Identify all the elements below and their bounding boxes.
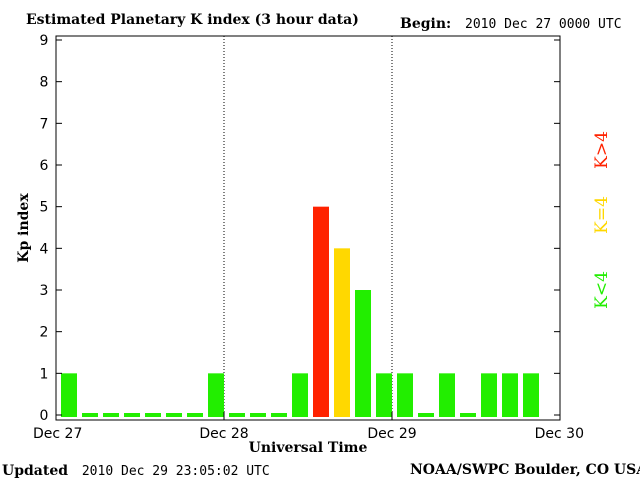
kp-bar-12: [313, 206, 329, 417]
bars-group: [61, 206, 539, 417]
kp-bar-19: [460, 413, 476, 417]
y-tick-label-1: 1: [40, 366, 49, 382]
kp-bar-14: [355, 290, 371, 417]
y-axis-label: Kp index: [16, 193, 32, 263]
kp-bar-20: [481, 373, 497, 417]
kp-bar-6: [187, 413, 203, 417]
y-tick-label-2: 2: [40, 325, 49, 341]
day-separators: [223, 36, 393, 420]
kp-bar-7: [208, 373, 224, 417]
svg-text:Updated 2010 Dec 29 23:05:: Updated 2010 Dec 29 23:05:02 UTC: [2, 463, 270, 479]
kp-bar-21: [502, 373, 518, 417]
y-tick-label-6: 6: [40, 158, 49, 174]
kp-bar-18: [439, 373, 455, 417]
kp-bar-17: [418, 413, 434, 417]
begin-label: Begin:: [400, 16, 451, 32]
kp-bar-11: [292, 373, 308, 417]
x-tick-label-0: Dec 27: [33, 426, 82, 442]
kp-bar-15: [376, 373, 392, 417]
kp-bar-4: [145, 413, 161, 417]
chart-title: Estimated Planetary K index (3 hour data…: [26, 12, 359, 28]
y-tick-label-8: 8: [40, 75, 49, 91]
x-axis-ticks: Dec 27 Dec 28 Dec 29 Dec 30: [33, 412, 584, 442]
kp-bar-10: [271, 413, 287, 417]
kp-bar-2: [103, 413, 119, 417]
x-tick-label-2: Dec 29: [367, 426, 416, 442]
kp-bar-0: [61, 373, 77, 417]
kp-bar-5: [166, 413, 182, 417]
x-axis-label: Universal Time: [249, 440, 368, 456]
kp-bar-16: [397, 373, 413, 417]
kp-bar-3: [124, 413, 140, 417]
y-tick-label-3: 3: [40, 283, 49, 299]
legend-high: K>4: [592, 131, 612, 169]
kp-bar-13: [334, 248, 350, 417]
plot-frame: [55, 35, 561, 421]
legend-mid: K=4: [592, 196, 612, 234]
updated-value: 2010 Dec 29 23:05:02 UTC: [82, 464, 270, 479]
kp-bar-22: [523, 373, 539, 417]
begin-value: 2010 Dec 27 0000 UTC: [465, 17, 622, 32]
kp-bar-9: [250, 413, 266, 417]
x-tick-label-1: Dec 28: [199, 426, 248, 442]
kp-bar-8: [229, 413, 245, 417]
legend-low: K<4: [592, 271, 612, 309]
kp-bar-1: [82, 413, 98, 417]
x-tick-label-3: Dec 30: [535, 426, 584, 442]
y-tick-label-7: 7: [40, 116, 49, 132]
y-tick-label-9: 9: [40, 33, 49, 49]
y-tick-label-4: 4: [40, 241, 49, 257]
y-tick-label-0: 0: [40, 408, 49, 424]
updated-label: Updated: [2, 463, 68, 479]
source-credit: NOAA/SWPC Boulder, CO USA: [410, 462, 640, 478]
y-tick-label-5: 5: [40, 200, 49, 216]
y-axis-ticks: 0 1 2 3 4 5 6 7 8 9: [40, 33, 560, 424]
